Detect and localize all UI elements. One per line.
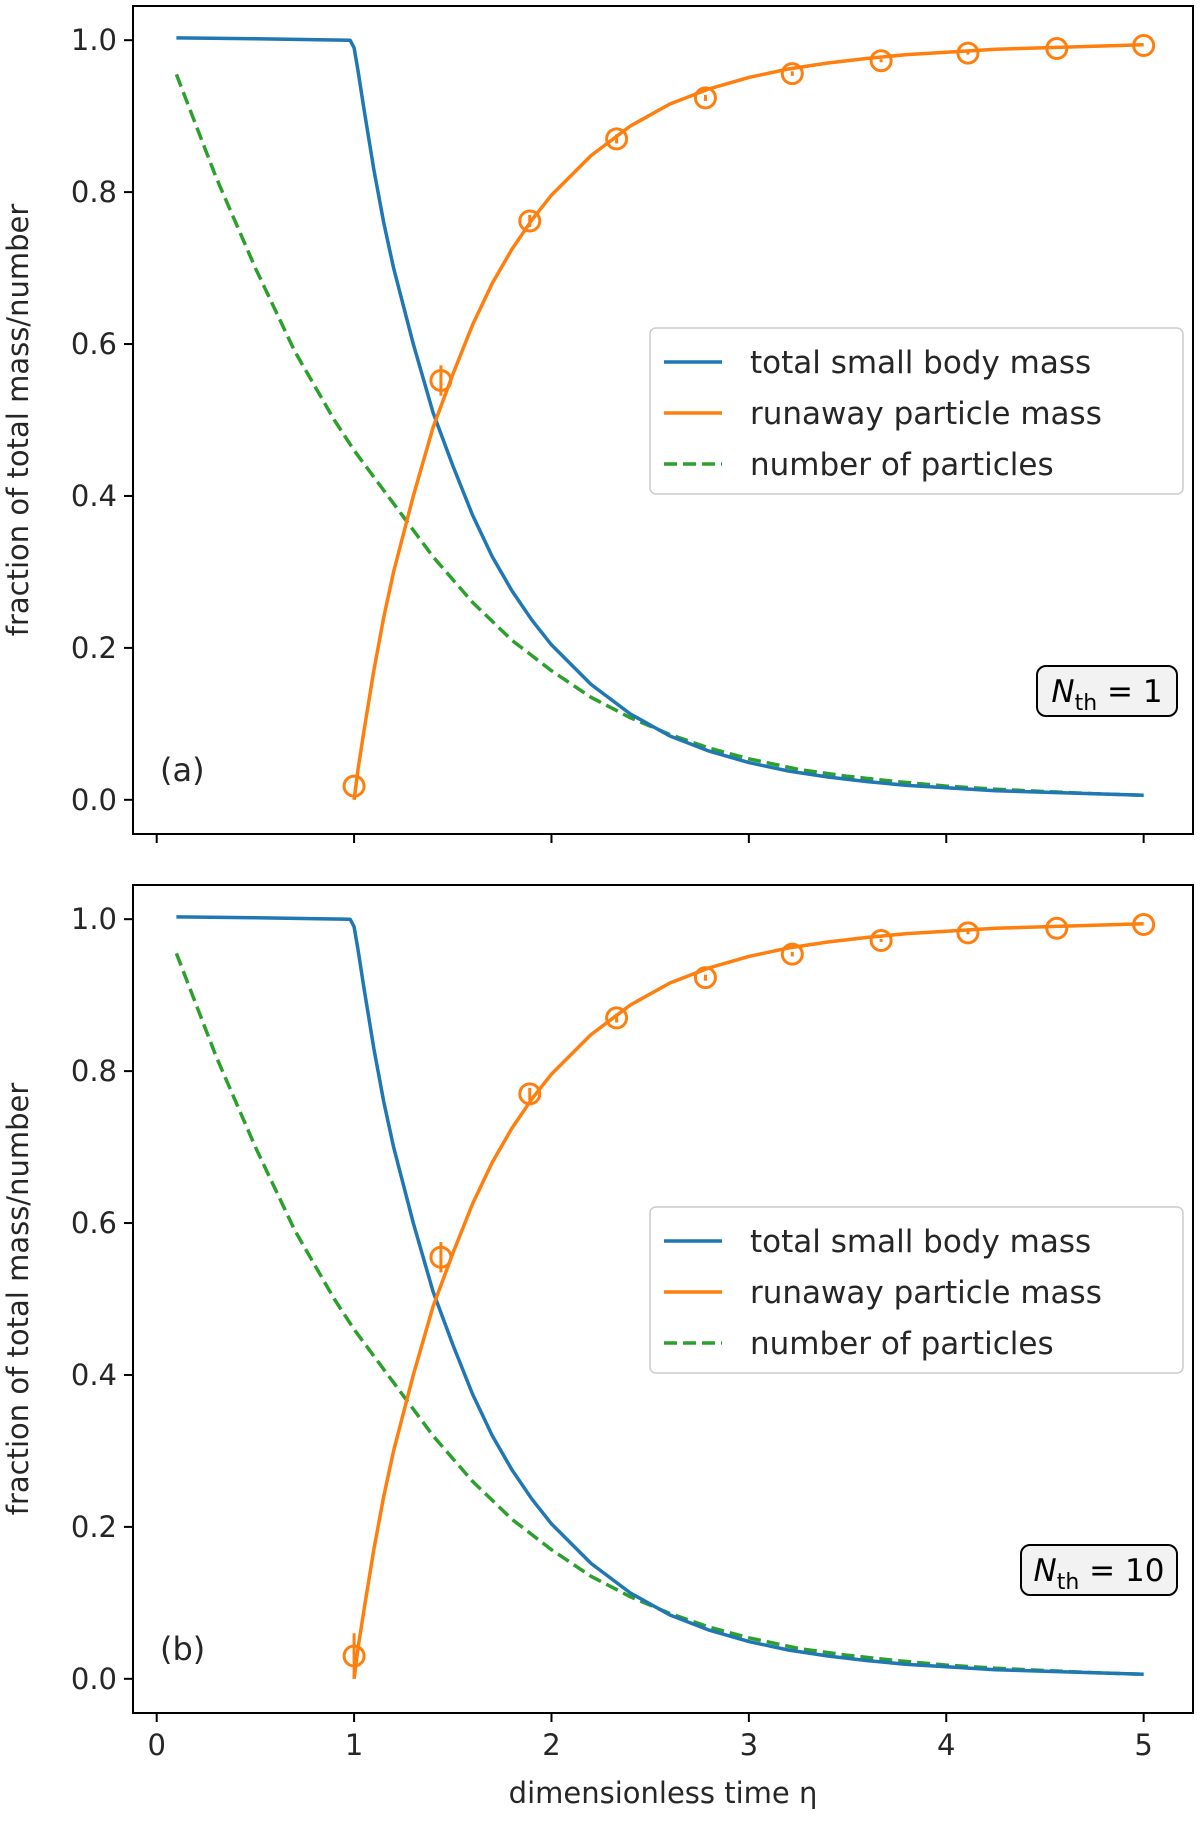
data-marker — [518, 1082, 542, 1106]
panel-label: (a) — [160, 751, 205, 789]
data-marker — [1045, 916, 1069, 940]
panels: 0.0 0.2 0.4 0.6 0.8 1.0 fraction of total mass… — [1, 5, 1194, 1810]
series-line-number-of-particles — [174, 952, 1144, 1677]
y-tick-label: 0.6 — [71, 327, 117, 361]
panel-label: (b) — [160, 1630, 205, 1668]
plot-area — [174, 36, 1144, 801]
annotation-symbol: N — [1051, 674, 1074, 710]
data-marker — [693, 86, 717, 110]
y-axis-title: fraction of total mass/number — [1, 204, 35, 637]
legend-label: number of particles — [750, 447, 1054, 483]
legend-frame — [649, 327, 1184, 495]
series-line-total-small-body-mass — [176, 36, 1144, 798]
y-tick-label: 1.0 — [71, 902, 117, 936]
y-tick-label: 0.8 — [71, 175, 117, 209]
x-tick-label: 4 — [937, 1728, 955, 1762]
data-marker — [1045, 37, 1069, 61]
annotation-symbol: N — [1034, 1553, 1057, 1589]
legend-label: number of particles — [750, 1326, 1054, 1362]
data-marker — [956, 41, 980, 65]
x-tick-label: 5 — [1134, 1728, 1152, 1762]
data-marker — [429, 368, 453, 392]
y-tick-label: 1.0 — [71, 23, 117, 57]
series-line-total-small-body-mass — [176, 915, 1144, 1677]
data-marker — [869, 49, 893, 73]
data-marker — [518, 209, 542, 233]
data-marker — [1132, 913, 1156, 937]
legend: total small body mass runaway particle ma… — [649, 1206, 1184, 1374]
y-tick-label: 0.6 — [71, 1206, 117, 1240]
data-marker — [693, 966, 717, 990]
y-tick-label: 0.8 — [71, 1054, 117, 1088]
chart-panel-1: 0.0 0.2 0.4 0.6 0.8 1.0 fraction of total mass… — [1, 5, 1194, 843]
axes-frame — [132, 5, 1194, 835]
plot-area — [174, 915, 1144, 1680]
annotation-text: Nth = 1 — [1051, 674, 1162, 716]
axes-frame — [132, 884, 1194, 1714]
x-tick-label: 1 — [345, 1728, 363, 1762]
annotation-text: Nth = 10 — [1034, 1553, 1165, 1595]
x-axis-title: dimensionless time η — [509, 1776, 818, 1810]
data-marker — [342, 1644, 366, 1668]
threshold-annotation: Nth = 10 — [1020, 1544, 1178, 1596]
legend-label: total small body mass — [750, 345, 1091, 381]
y-axis-title: fraction of total mass/number — [1, 1083, 35, 1516]
data-marker — [780, 62, 804, 86]
y-tick-label: 0.4 — [71, 479, 117, 513]
y-tick-label: 0.0 — [71, 783, 117, 817]
legend-label: runaway particle mass — [750, 1275, 1102, 1311]
series-line-runaway-particle-mass — [352, 921, 1144, 1680]
threshold-annotation: Nth = 1 — [1036, 665, 1178, 717]
legend-label: total small body mass — [750, 1224, 1091, 1260]
data-marker — [869, 928, 893, 952]
series-line-runaway-particle-mass — [352, 42, 1144, 801]
data-marker — [1132, 34, 1156, 58]
x-tick-label: 0 — [147, 1728, 165, 1762]
data-marker — [429, 1245, 453, 1269]
annotation-value: = 10 — [1079, 1553, 1164, 1589]
legend-label: runaway particle mass — [750, 396, 1102, 432]
y-tick-label: 0.2 — [71, 1510, 117, 1544]
annotation-subscript: th — [1057, 1570, 1080, 1595]
x-tick-label: 3 — [740, 1728, 758, 1762]
chart-panel-2: 0.0 0.2 0.4 0.6 0.8 1.0 0 1 2 3 4 5 fraction of tota… — [1, 884, 1194, 1810]
data-marker — [342, 774, 366, 798]
annotation-box — [1036, 665, 1178, 717]
y-tick-label: 0.4 — [71, 1358, 117, 1392]
annotation-box — [1020, 1544, 1178, 1596]
y-tick-label: 0.2 — [71, 631, 117, 665]
data-marker — [605, 127, 629, 151]
data-marker — [956, 921, 980, 945]
data-marker — [780, 942, 804, 966]
legend-frame — [649, 1206, 1184, 1374]
x-tick-label: 2 — [542, 1728, 560, 1762]
annotation-subscript: th — [1075, 691, 1098, 716]
y-tick-label: 0.0 — [71, 1662, 117, 1696]
data-marker — [605, 1006, 629, 1030]
annotation-value: = 1 — [1097, 674, 1162, 710]
series-line-number-of-particles — [174, 73, 1144, 798]
legend: total small body mass runaway particle ma… — [649, 327, 1184, 495]
